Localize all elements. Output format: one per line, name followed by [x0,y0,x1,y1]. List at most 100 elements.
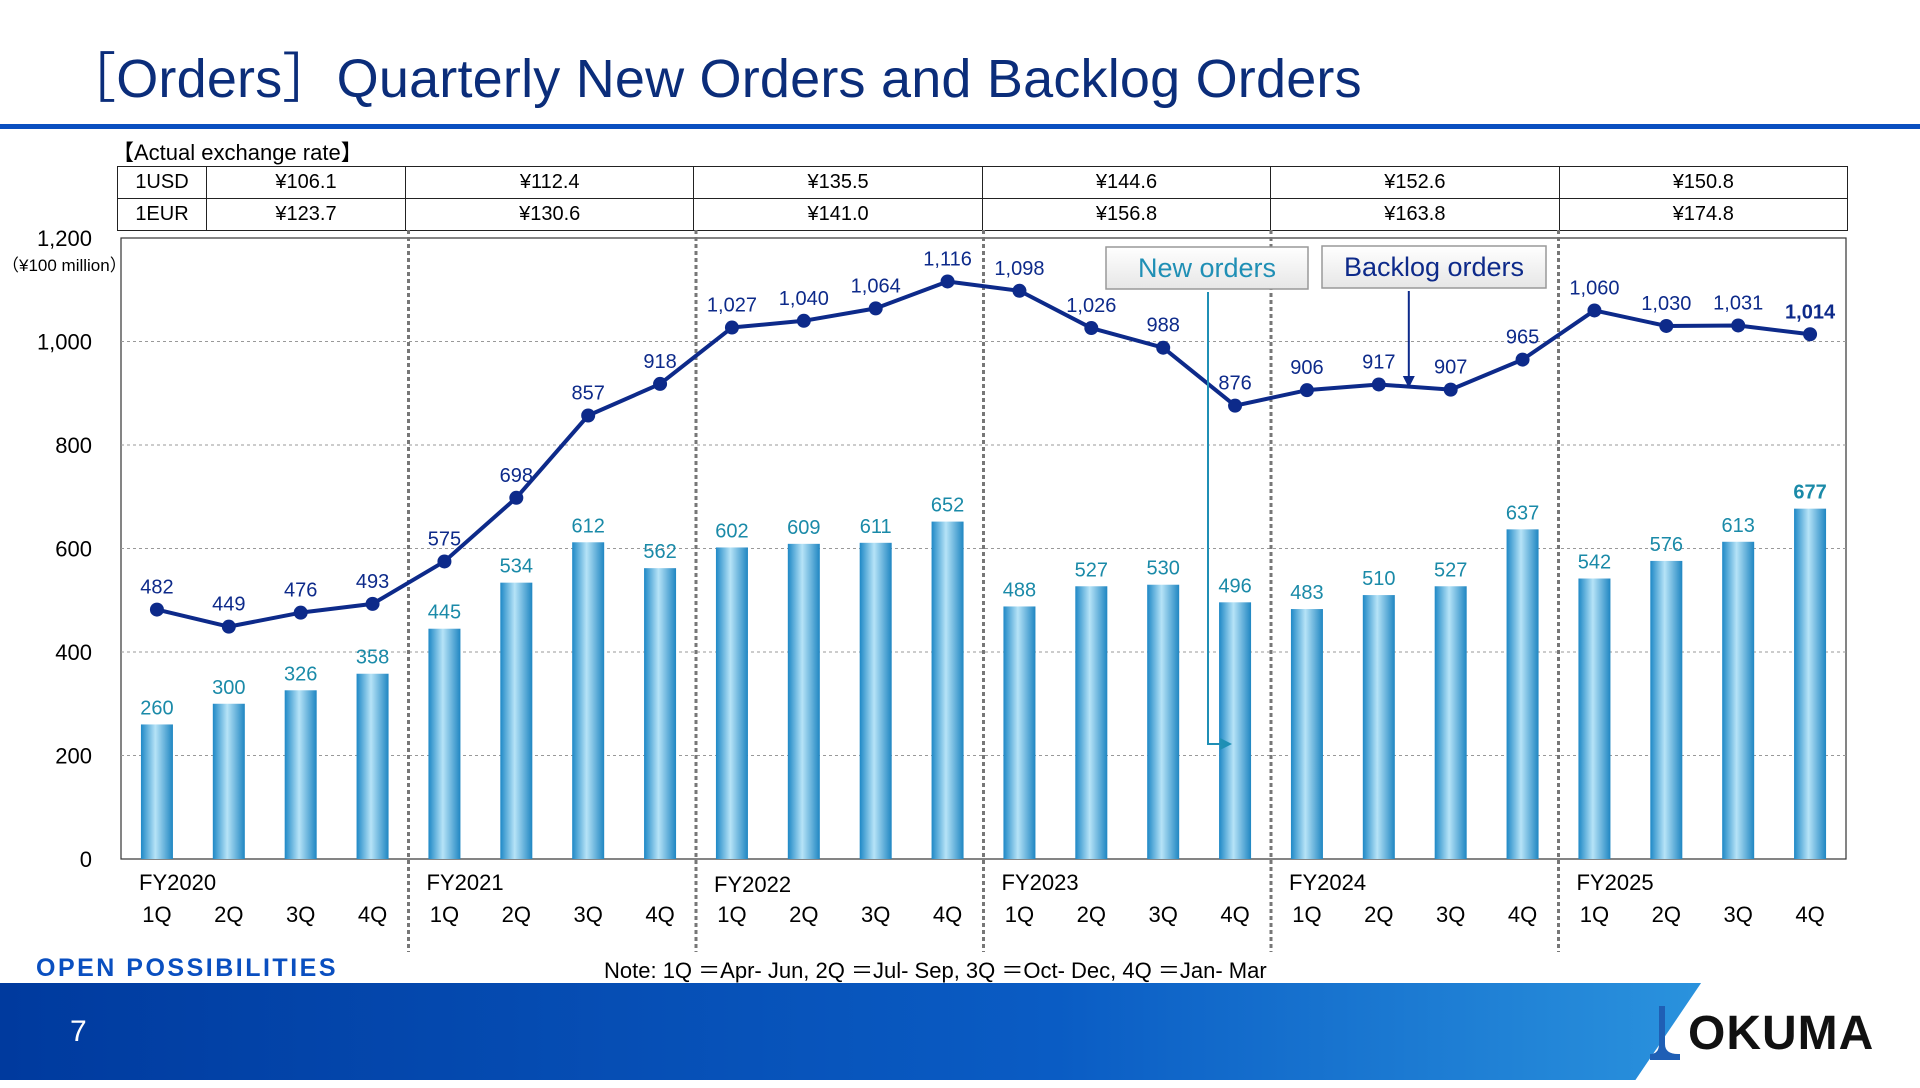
backlog-label: 918 [643,351,676,373]
backlog-line [156,279,1811,629]
quarter-label: 1Q [430,902,459,927]
new-orders-label: 613 [1722,515,1755,537]
backlog-point [149,602,164,617]
new-orders-label: 652 [931,495,964,517]
backlog-point [1803,327,1818,342]
page-number: 7 [70,1015,87,1048]
backlog-label: 1,064 [851,275,901,297]
new-orders-arrow-icon [1220,738,1232,750]
backlog-label: 482 [140,577,173,599]
new-orders-label: 527 [1075,559,1108,581]
new-orders-bar [1650,560,1683,859]
backlog-label: 449 [212,594,245,616]
backlog-label: 493 [356,571,389,593]
backlog-label: 906 [1290,357,1323,379]
exchange-cell: ¥163.8 [1270,198,1560,231]
new-orders-label: 496 [1218,575,1251,597]
y-tick-label: 200 [55,744,92,769]
new-orders-label: 326 [284,663,317,685]
page-title: ［Orders］Quarterly New Orders and Backlog… [62,49,1362,109]
backlog-point [1084,321,1099,336]
new-orders-label: 510 [1362,568,1395,590]
backlog-label: 857 [572,383,605,405]
backlog-label: 965 [1506,327,1539,349]
new-orders-label: 530 [1147,558,1180,580]
backlog-point [1659,318,1674,333]
y-tick-label: 800 [55,433,92,458]
quarter-label: 3Q [574,902,603,927]
fiscal-year-label: FY2024 [1289,870,1366,895]
backlog-label: 575 [428,528,461,550]
y-tick-label: 600 [55,537,92,562]
quarter-label: 1Q [1292,902,1321,927]
exchange-cell: ¥135.5 [693,166,983,199]
quarter-label: 1Q [717,902,746,927]
quarter-label: 4Q [358,902,387,927]
backlog-label: 1,098 [994,258,1044,280]
backlog-label: 1,116 [923,248,972,270]
backlog-label: 917 [1362,351,1395,373]
new-orders-label: 612 [572,515,605,537]
backlog-point [1012,283,1027,298]
backlog-label: 698 [500,465,533,487]
company-logo: OKUMA [1648,1004,1888,1062]
exchange-row-label: 1USD [117,166,207,199]
quarter-label: 2Q [1652,902,1681,927]
exchange-row-eur: 1EUR ¥123.7 ¥130.6 ¥141.0 ¥156.8 ¥163.8 … [117,198,1849,231]
legend-backlog-orders-box [1321,245,1547,289]
backlog-point [796,313,811,328]
backlog-point [1371,377,1386,392]
backlog-label: 1,060 [1569,277,1619,299]
backlog-label: 1,014 [1785,301,1836,323]
backlog-point [221,619,236,634]
y-axis-unit: （¥100 million） [2,256,127,275]
new-orders-bar [715,547,748,859]
new-orders-bar [1722,541,1755,859]
tagline: OPEN POSSIBILITIES [36,954,338,982]
quarter-label: 3Q [1149,902,1178,927]
quarter-label: 4Q [1795,902,1824,927]
new-orders-label: 562 [643,541,676,563]
quarter-label: 2Q [1364,902,1393,927]
title-rule [0,124,1920,129]
legend-new-orders-box [1105,246,1309,290]
new-orders-bar [1578,578,1611,859]
quarter-label: 2Q [214,902,243,927]
exchange-cell: ¥152.6 [1270,166,1560,199]
quarter-label: 3Q [861,902,890,927]
new-orders-bar [1075,586,1108,859]
fiscal-year-label: FY2025 [1577,870,1654,895]
quarter-label: 2Q [502,902,531,927]
new-orders-label: 527 [1434,559,1467,581]
quarter-note: Note: 1Q ＝Apr- Jun, 2Q ＝Jul- Sep, 3Q ＝Oc… [604,958,1267,983]
new-orders-label: 483 [1290,582,1323,604]
backlog-point [1228,398,1243,413]
quarter-label: 3Q [286,902,315,927]
backlog-label: 476 [284,580,317,602]
backlog-point [365,596,380,611]
orders-chart: 260 300 326 358 445 534 612 562 602 609 611 652 488 5… [2,226,1847,952]
new-orders-bar [212,703,245,859]
backlog-arrow-icon [1402,376,1415,388]
new-orders-label: 300 [212,677,245,699]
backlog-label: 1,027 [707,295,757,317]
backlog-point [724,320,739,335]
y-tick-label: 400 [55,640,92,665]
new-orders-label: 576 [1650,534,1683,556]
exchange-row-label: 1EUR [117,198,207,231]
quarter-label: 3Q [1724,902,1753,927]
exchange-cell: ¥130.6 [404,198,695,231]
backlog-point [1299,383,1314,398]
new-orders-bar [428,628,461,859]
backlog-point [1515,352,1530,367]
new-orders-label: 445 [428,602,461,624]
new-orders-bar [931,521,964,859]
backlog-label: 1,030 [1641,293,1691,315]
backlog-label: 907 [1434,357,1467,379]
exchange-cell: ¥150.8 [1558,166,1849,199]
y-tick-label: 1,000 [37,330,92,355]
backlog-point [1587,303,1602,318]
quarter-label: 1Q [142,902,171,927]
new-orders-label: 260 [140,697,173,719]
new-orders-label: 602 [715,520,748,542]
